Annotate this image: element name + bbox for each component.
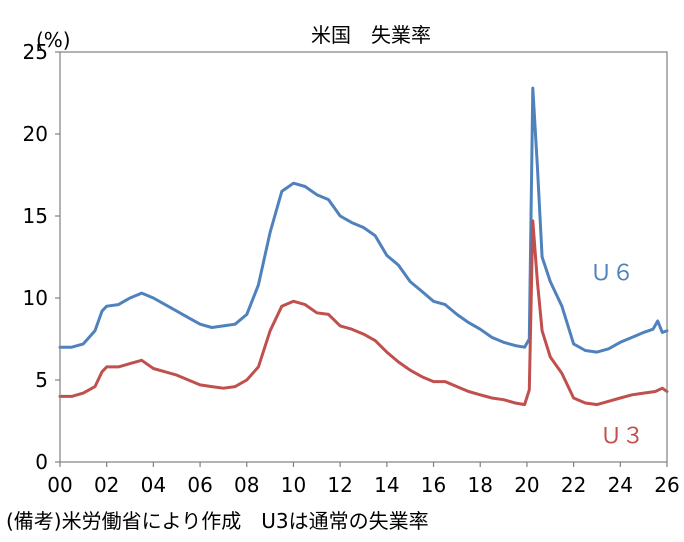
x-tick-label: 26 — [654, 473, 679, 497]
y-tick-label: 0 — [35, 450, 48, 474]
x-tick-label: 12 — [327, 473, 352, 497]
plot-area-frame — [59, 51, 668, 463]
y-tick-label: 20 — [23, 122, 48, 146]
x-tick-label: 14 — [374, 473, 399, 497]
x-tick-label: 00 — [47, 473, 72, 497]
x-tick-label: 08 — [234, 473, 259, 497]
source-note: (備考)米労働省により作成 U3は通常の失業率 — [6, 509, 429, 533]
y-unit-label: (%) — [36, 28, 71, 52]
series-line-1 — [58, 219, 669, 407]
x-tick-label: 02 — [94, 473, 119, 497]
y-tick-label: 10 — [23, 286, 48, 310]
x-tick-label: 24 — [608, 473, 633, 497]
x-axis: 00 02 04 06 08 10 12 14 16 18 20 22 24 26 — [47, 462, 680, 497]
chart-title: 米国 失業率 — [311, 23, 431, 47]
series-label-0: Ｕ６ — [590, 261, 634, 286]
x-tick-label: 10 — [281, 473, 306, 497]
x-tick-label: 22 — [561, 473, 586, 497]
x-tick-label: 06 — [187, 473, 212, 497]
x-tick-label: 20 — [514, 473, 539, 497]
x-tick-label: 16 — [421, 473, 446, 497]
y-tick-label: 25 — [23, 40, 48, 64]
series-line-0 — [58, 86, 669, 354]
x-tick-label: 18 — [468, 473, 493, 497]
y-axis: 0 5 10 15 20 25 — [23, 40, 60, 474]
series-label-1: Ｕ３ — [600, 424, 644, 449]
x-tick-label: 04 — [141, 473, 166, 497]
y-tick-label: 15 — [23, 204, 48, 228]
series-lines — [58, 86, 669, 407]
series-labels: Ｕ６ Ｕ３ — [590, 261, 644, 449]
y-tick-label: 5 — [35, 368, 48, 392]
